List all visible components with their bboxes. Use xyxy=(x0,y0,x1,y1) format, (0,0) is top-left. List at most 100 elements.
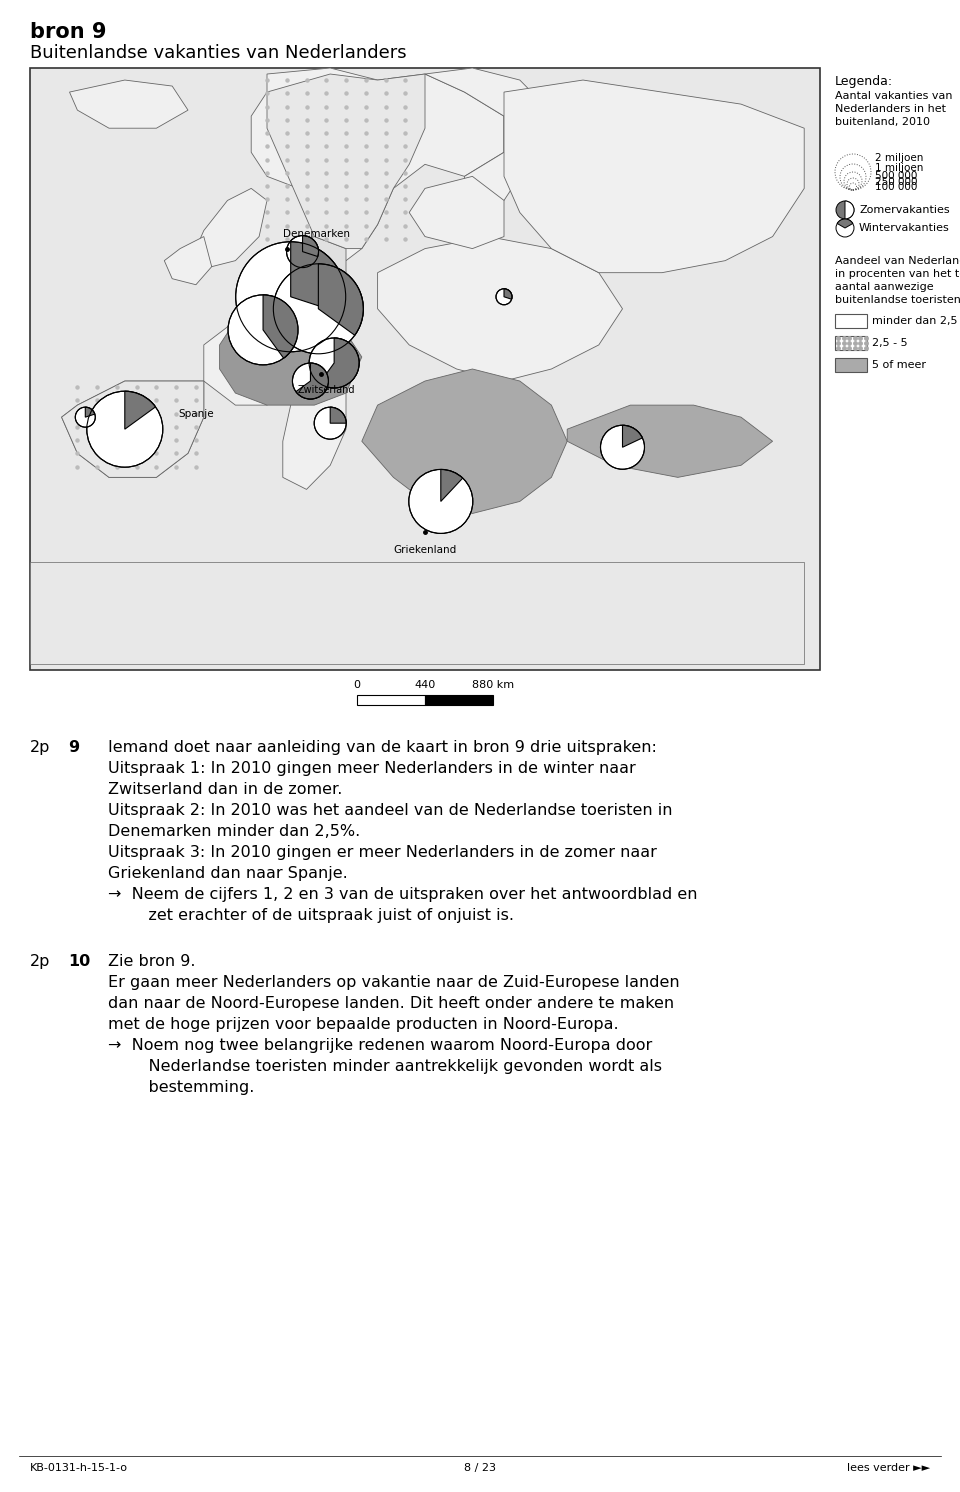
Text: 500 000: 500 000 xyxy=(875,172,918,181)
Text: Aantal vakanties van: Aantal vakanties van xyxy=(835,91,952,101)
Text: lees verder ►►: lees verder ►► xyxy=(847,1464,930,1473)
Text: Spanje: Spanje xyxy=(179,409,214,419)
Polygon shape xyxy=(409,176,504,249)
Wedge shape xyxy=(263,295,298,358)
Text: 9: 9 xyxy=(68,740,79,755)
Polygon shape xyxy=(377,237,622,380)
Wedge shape xyxy=(319,264,363,336)
Polygon shape xyxy=(504,81,804,273)
Text: minder dan 2,5: minder dan 2,5 xyxy=(872,316,957,325)
Text: 100 000: 100 000 xyxy=(875,182,918,192)
Polygon shape xyxy=(283,237,346,285)
Text: buitenlandse toeristen: buitenlandse toeristen xyxy=(835,295,960,304)
Text: met de hoge prijzen voor bepaalde producten in Noord-Europa.: met de hoge prijzen voor bepaalde produc… xyxy=(108,1018,618,1032)
Polygon shape xyxy=(267,75,425,249)
Text: Legenda:: Legenda: xyxy=(835,75,893,88)
Text: 0: 0 xyxy=(353,680,361,689)
Polygon shape xyxy=(30,561,804,664)
Polygon shape xyxy=(362,369,567,513)
Circle shape xyxy=(75,407,95,427)
Text: 8 / 23: 8 / 23 xyxy=(464,1464,496,1473)
Circle shape xyxy=(601,425,644,470)
Text: zet erachter of de uitspraak juist of onjuist is.: zet erachter of de uitspraak juist of on… xyxy=(128,909,514,924)
Bar xyxy=(835,313,867,328)
Text: Zwitserland: Zwitserland xyxy=(298,385,355,395)
Text: Griekenland dan naar Spanje.: Griekenland dan naar Spanje. xyxy=(108,865,348,880)
Text: bestemming.: bestemming. xyxy=(128,1080,254,1095)
Wedge shape xyxy=(441,470,463,501)
Circle shape xyxy=(228,295,298,366)
Text: Zwitserland dan in de zomer.: Zwitserland dan in de zomer. xyxy=(108,782,343,797)
Polygon shape xyxy=(425,69,543,218)
Text: 250 000: 250 000 xyxy=(875,178,918,186)
Text: 2p: 2p xyxy=(30,953,50,968)
Text: Buitenlandse vakanties van Nederlanders: Buitenlandse vakanties van Nederlanders xyxy=(30,43,407,63)
Text: aantal aanwezige: aantal aanwezige xyxy=(835,282,934,292)
Bar xyxy=(835,336,867,351)
Polygon shape xyxy=(69,81,188,128)
Text: →  Neem de cijfers 1, 2 en 3 van de uitspraken over het antwoordblad en: → Neem de cijfers 1, 2 en 3 van de uitsp… xyxy=(108,888,698,903)
Bar xyxy=(357,695,425,706)
Polygon shape xyxy=(252,69,504,261)
Text: dan naar de Noord-Europese landen. Dit heeft onder andere te maken: dan naar de Noord-Europese landen. Dit h… xyxy=(108,997,674,1012)
Polygon shape xyxy=(567,406,773,477)
Polygon shape xyxy=(61,380,204,477)
Circle shape xyxy=(836,219,854,237)
Text: Uitspraak 2: In 2010 was het aandeel van de Nederlandse toeristen in: Uitspraak 2: In 2010 was het aandeel van… xyxy=(108,803,673,818)
Wedge shape xyxy=(845,201,854,219)
Polygon shape xyxy=(204,309,314,406)
Text: bron 9: bron 9 xyxy=(30,22,107,42)
Circle shape xyxy=(836,201,854,219)
Text: Griekenland: Griekenland xyxy=(394,545,457,555)
Text: Uitspraak 1: In 2010 gingen meer Nederlanders in de winter naar: Uitspraak 1: In 2010 gingen meer Nederla… xyxy=(108,761,636,776)
Wedge shape xyxy=(302,236,319,257)
Bar xyxy=(425,695,493,706)
Wedge shape xyxy=(85,407,95,418)
Text: Nederlanders in het: Nederlanders in het xyxy=(835,104,946,113)
Bar xyxy=(30,69,820,670)
Polygon shape xyxy=(164,237,212,285)
Circle shape xyxy=(274,264,363,354)
Text: Er gaan meer Nederlanders op vakantie naar de Zuid-Europese landen: Er gaan meer Nederlanders op vakantie na… xyxy=(108,974,680,991)
Text: Aandeel van Nederlanders: Aandeel van Nederlanders xyxy=(835,257,960,266)
Text: KB-0131-h-15-1-o: KB-0131-h-15-1-o xyxy=(30,1464,128,1473)
Circle shape xyxy=(409,470,472,534)
Text: 10: 10 xyxy=(68,953,90,968)
Text: 5 of meer: 5 of meer xyxy=(872,360,926,370)
Text: Zie bron 9.: Zie bron 9. xyxy=(108,953,196,968)
Text: 2 miljoen: 2 miljoen xyxy=(875,154,924,163)
Text: 1 miljoen: 1 miljoen xyxy=(875,163,924,173)
Polygon shape xyxy=(61,380,204,477)
Text: in procenten van het totaal: in procenten van het totaal xyxy=(835,269,960,279)
Text: Uitspraak 3: In 2010 gingen er meer Nederlanders in de zomer naar: Uitspraak 3: In 2010 gingen er meer Nede… xyxy=(108,844,657,859)
Text: Iemand doet naar aanleiding van de kaart in bron 9 drie uitspraken:: Iemand doet naar aanleiding van de kaart… xyxy=(108,740,657,755)
Circle shape xyxy=(314,407,347,439)
Text: 2,5 - 5: 2,5 - 5 xyxy=(872,339,907,348)
Text: Denemarken minder dan 2,5%.: Denemarken minder dan 2,5%. xyxy=(108,824,360,839)
Circle shape xyxy=(86,391,163,467)
Polygon shape xyxy=(196,188,267,267)
Circle shape xyxy=(309,339,359,388)
Bar xyxy=(835,358,867,372)
Wedge shape xyxy=(291,242,346,313)
Circle shape xyxy=(286,236,319,267)
Text: Nederlandse toeristen minder aantrekkelijk gevonden wordt als: Nederlandse toeristen minder aantrekkeli… xyxy=(128,1059,662,1074)
Wedge shape xyxy=(296,363,328,398)
Polygon shape xyxy=(283,369,346,489)
Text: buitenland, 2010: buitenland, 2010 xyxy=(835,116,930,127)
Text: 880 km: 880 km xyxy=(472,680,514,689)
Wedge shape xyxy=(125,391,156,430)
Circle shape xyxy=(236,242,346,352)
Text: Zomervakanties: Zomervakanties xyxy=(859,204,949,215)
Wedge shape xyxy=(504,289,512,300)
Polygon shape xyxy=(267,273,330,321)
Text: 440: 440 xyxy=(415,680,436,689)
Wedge shape xyxy=(320,339,359,388)
Wedge shape xyxy=(622,425,642,448)
Text: Wintervakanties: Wintervakanties xyxy=(859,222,949,233)
Wedge shape xyxy=(330,407,347,424)
Circle shape xyxy=(293,363,328,398)
Wedge shape xyxy=(837,219,852,228)
Text: 2p: 2p xyxy=(30,740,50,755)
Polygon shape xyxy=(220,309,362,406)
